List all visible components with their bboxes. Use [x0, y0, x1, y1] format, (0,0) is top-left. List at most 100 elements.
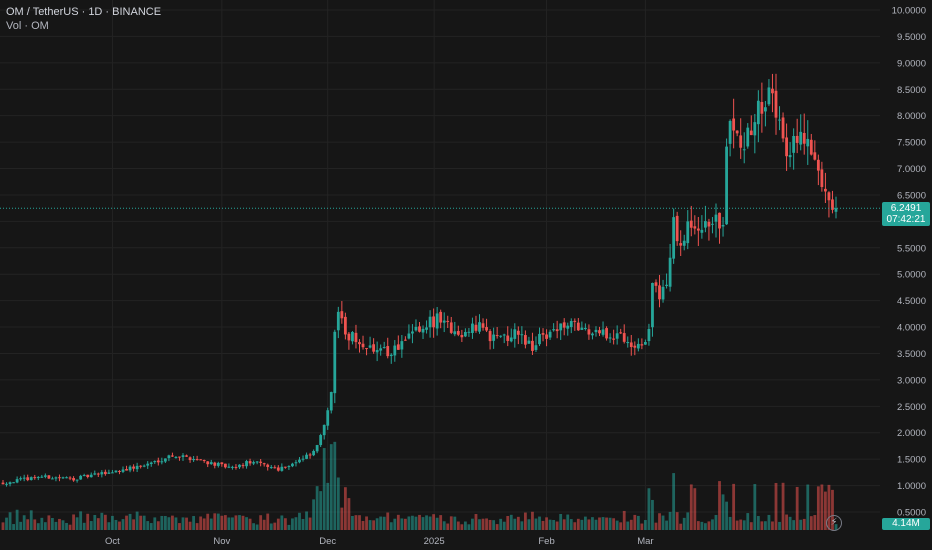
volume-bar: [594, 519, 598, 530]
volume-badge: 4.14M: [882, 518, 930, 530]
candle-body: [481, 323, 485, 328]
volume-bar: [538, 516, 541, 530]
volume-bar: [693, 488, 697, 530]
volume-bar: [312, 499, 316, 530]
volume-bar: [492, 520, 496, 530]
chart-grid: [0, 0, 880, 530]
candle-body: [824, 188, 827, 192]
volume-bar: [5, 517, 8, 530]
time-tick-label: Dec: [319, 536, 336, 547]
volume-bar: [301, 518, 305, 530]
volume-bar: [700, 521, 704, 530]
candle-body: [322, 424, 326, 436]
candle-body: [633, 345, 637, 348]
candle-body: [721, 225, 725, 227]
candle-body: [545, 334, 548, 339]
volume-bar: [647, 488, 651, 530]
volume-bar: [629, 519, 633, 530]
volume-bar: [103, 514, 107, 530]
volume-bar: [142, 515, 146, 530]
volume-bar: [33, 519, 37, 530]
volume-bar: [12, 524, 15, 530]
candle-body: [414, 326, 418, 331]
volume-bar: [439, 515, 443, 530]
volume-bar: [467, 524, 471, 530]
volume-bar: [269, 523, 273, 530]
candle-body: [682, 240, 686, 246]
volume-bar: [308, 517, 312, 530]
candle-body: [576, 322, 580, 331]
volume-bar: [47, 515, 51, 530]
candle-body: [107, 472, 111, 474]
candle-body: [718, 212, 721, 229]
candle-body: [591, 333, 594, 336]
price-tick-label: 8.0000: [897, 111, 926, 122]
volume-bar: [566, 514, 570, 530]
candle-body: [739, 135, 743, 148]
volume-bar: [93, 514, 97, 530]
volume-bar: [365, 516, 368, 530]
candle-body: [389, 354, 393, 357]
candle-body: [742, 149, 746, 151]
volume-bar: [541, 520, 545, 530]
volume-bar: [96, 518, 100, 530]
candle-body: [206, 461, 210, 465]
candle-body: [22, 477, 26, 479]
candle-body: [566, 325, 570, 329]
candle-body: [333, 331, 337, 394]
volume-indicator-title[interactable]: Vol · OM: [6, 20, 49, 32]
volume-bar: [767, 514, 771, 530]
volume-bar: [682, 517, 686, 530]
volume-bar: [192, 516, 196, 530]
volume-bar: [471, 518, 474, 530]
volume-bar: [227, 517, 231, 530]
chart-header: OM / TetherUS · 1D · BINANCE Vol · OM: [6, 5, 161, 33]
volume-bar: [449, 516, 453, 530]
candle-body: [601, 329, 605, 335]
candle-body: [269, 467, 273, 469]
volume-bar: [185, 517, 188, 530]
volume-bar: [287, 524, 291, 530]
volume-bar: [43, 522, 47, 530]
volume-bar: [163, 516, 167, 530]
candle-body: [33, 477, 37, 479]
volume-bar: [781, 482, 785, 530]
volume-bar: [601, 517, 605, 530]
candle-body: [79, 475, 83, 480]
candle-body: [728, 120, 732, 144]
volume-bar: [223, 515, 227, 530]
candle-body: [795, 135, 799, 143]
candle-body: [301, 458, 305, 460]
candle-body: [463, 331, 467, 337]
volume-bar: [111, 515, 114, 530]
volume-bar: [495, 524, 499, 530]
symbol-title[interactable]: OM / TetherUS · 1D · BINANCE: [6, 6, 162, 18]
candle-body: [139, 465, 143, 467]
candle-body: [114, 470, 118, 473]
candle-body: [442, 320, 446, 323]
volume-bar: [615, 520, 619, 530]
candle-body: [121, 469, 125, 472]
candle-body: [245, 461, 248, 467]
volume-bar: [68, 524, 72, 530]
volume-bar: [548, 519, 552, 530]
candle-body: [689, 220, 693, 228]
candle-body: [280, 466, 284, 471]
candle-body: [573, 320, 577, 322]
bolt-icon[interactable]: ⚡: [826, 515, 842, 531]
volume-bar: [343, 487, 347, 530]
volume-bar: [569, 519, 573, 530]
candle-body: [241, 465, 245, 467]
candle-body: [199, 459, 203, 461]
price-tick-label: 7.5000: [897, 138, 926, 149]
volume-bar: [764, 521, 767, 530]
volume-bar: [774, 482, 778, 530]
candle-body: [259, 461, 263, 463]
candle-body: [171, 455, 174, 457]
candle-body: [185, 455, 188, 457]
candle-body: [668, 257, 672, 287]
candle-body: [541, 333, 545, 335]
candle-body: [386, 346, 390, 357]
candle-body: [569, 321, 573, 328]
